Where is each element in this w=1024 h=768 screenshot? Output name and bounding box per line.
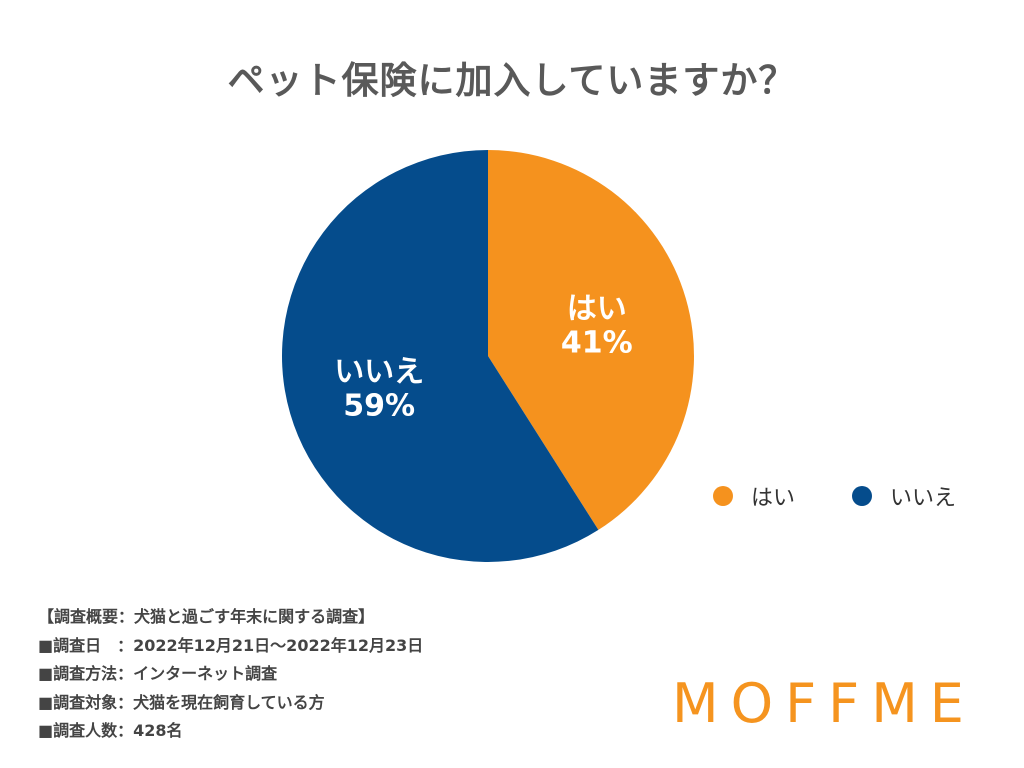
legend-label-yes: はい — [751, 486, 796, 511]
slice-category-label-no: いいえ — [334, 355, 424, 390]
pie-slice-no — [282, 150, 599, 562]
survey-target: ■調査対象：犬猫を現在飼育している方 — [38, 692, 325, 712]
moffme-logo: MOFFME — [672, 672, 976, 735]
legend-swatch-yes — [713, 486, 733, 506]
slice-percent-label-no: 59% — [343, 389, 415, 424]
survey-summary: 【調査概要：犬猫と過ごす年末に関する調査】 ■調査日 ：2022年12月21日〜… — [38, 603, 423, 746]
slice-category-label-yes: はい — [567, 291, 627, 326]
survey-count: ■調査人数：428名 — [38, 721, 183, 740]
survey-date: ■調査日 ：2022年12月21日〜2022年12月23日 — [38, 635, 424, 655]
chart-title: ペット保険に加入していますか？ — [227, 59, 797, 102]
survey-method: ■調査方法：インターネット調査 — [38, 664, 278, 683]
pie-slice-yes — [488, 150, 695, 530]
legend-item-yes: はい — [713, 480, 795, 512]
legend-item-no: いいえ — [852, 480, 956, 512]
slice-percent-label-yes: 41% — [561, 325, 633, 360]
survey-heading: 【調査概要：犬猫と過ごす年末に関する調査】 — [38, 607, 375, 626]
legend-swatch-no — [852, 486, 872, 506]
legend-label-no: いいえ — [890, 486, 957, 511]
